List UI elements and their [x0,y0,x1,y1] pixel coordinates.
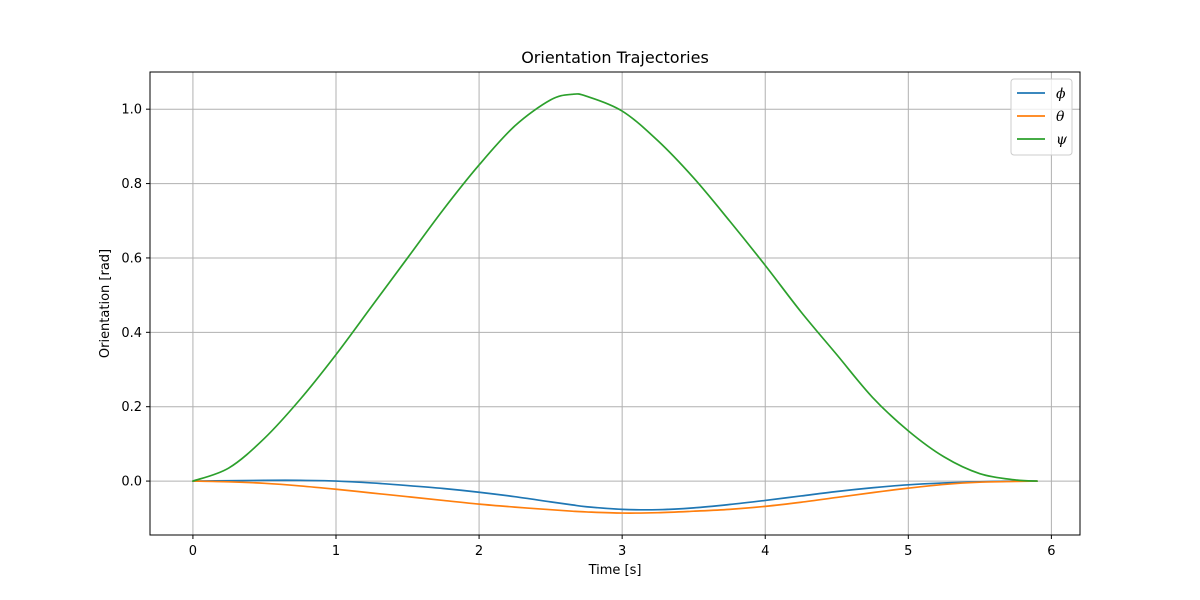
series-line-psi [192,93,1038,482]
x-tick-label: 5 [904,544,912,559]
chart-title: Orientation Trajectories [521,48,709,67]
y-axis-label: Orientation [rad] [98,249,113,358]
series-line-phi [192,479,1038,511]
x-tick-label: 2 [475,544,483,559]
series-lines [192,93,1038,514]
y-tick-label: 0.6 [121,251,142,266]
legend-box [1010,78,1073,156]
x-tick-label: 0 [189,544,197,559]
y-tick-label: 0.0 [121,475,142,490]
legend-label-theta: θ [1056,109,1065,125]
y-tick-label: 0.4 [121,326,142,341]
legend-label-psi: ψ [1056,132,1068,148]
y-tick-label: 1.0 [121,103,142,118]
x-axis-label: Time [s] [588,563,642,578]
plot-frame [149,71,1081,536]
x-tick-label: 3 [618,544,626,559]
series-line-theta [192,480,1038,514]
y-tick-label: 0.8 [121,177,142,192]
y-tick-label: 0.2 [121,400,142,415]
legend-label-phi: ϕ [1056,86,1066,102]
x-tick-label: 1 [332,544,340,559]
x-tick-label: 6 [1047,544,1055,559]
x-tick-label: 4 [761,544,769,559]
legend: ϕθψ [1010,78,1073,156]
ticks: 0 1 2 3 4 5 6 0.0 0.2 0.4 0.6 0.8 1.0 [121,103,1055,559]
